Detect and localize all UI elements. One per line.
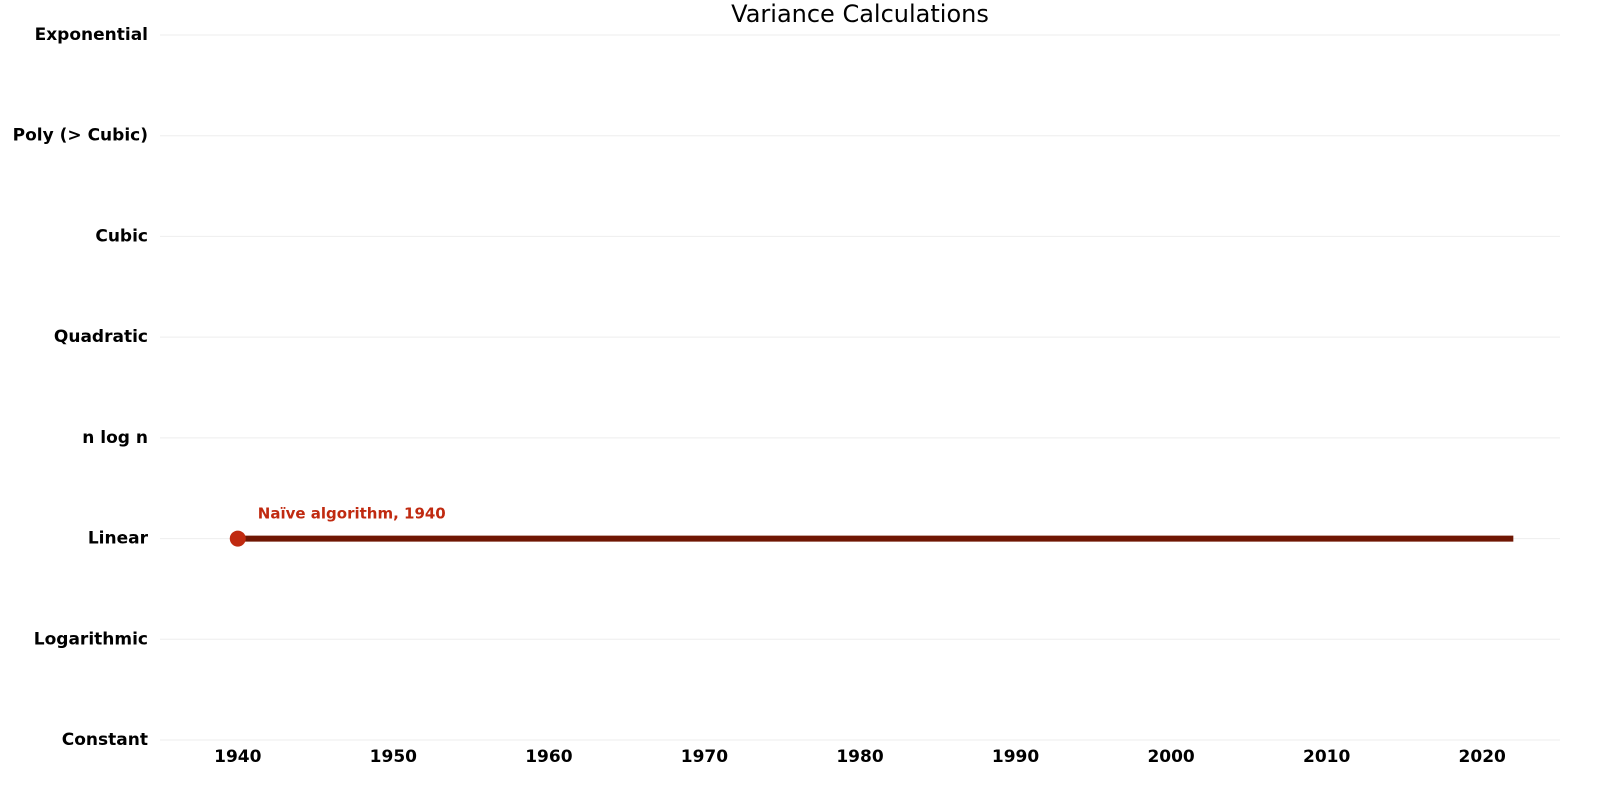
y-tick-label: Logarithmic: [34, 629, 148, 649]
x-axis-ticks: 1940 1950 1960 1970 1980 1990 2000 2010 2020: [214, 747, 1506, 767]
series-marker: [230, 531, 246, 547]
series-label: Naïve algorithm, 1940: [258, 505, 446, 523]
x-tick-label: 1980: [836, 747, 883, 767]
y-tick-label: Linear: [88, 529, 149, 549]
y-tick-label: Quadratic: [54, 327, 148, 347]
variance-chart: Variance Calculations Constant Logarithmi…: [0, 0, 1605, 795]
chart-title: Variance Calculations: [731, 0, 989, 28]
y-tick-label: Constant: [62, 730, 148, 750]
x-tick-label: 2000: [1147, 747, 1194, 767]
x-tick-label: 2010: [1303, 747, 1350, 767]
x-tick-label: 2020: [1459, 747, 1506, 767]
y-axis-ticks: Constant Logarithmic Linear n log n Quadrati…: [13, 25, 149, 750]
series: Naïve algorithm, 1940: [230, 505, 1514, 547]
y-tick-label: n log n: [82, 428, 148, 448]
x-tick-label: 1990: [992, 747, 1039, 767]
series-group: Naïve algorithm, 1940: [230, 505, 1514, 547]
x-tick-label: 1960: [525, 747, 572, 767]
y-tick-label: Cubic: [95, 226, 148, 246]
x-tick-label: 1940: [214, 747, 261, 767]
x-tick-label: 1950: [370, 747, 417, 767]
y-tick-label: Poly (> Cubic): [13, 126, 148, 146]
x-tick-label: 1970: [681, 747, 728, 767]
gridlines: [160, 35, 1560, 740]
y-tick-label: Exponential: [35, 25, 148, 45]
